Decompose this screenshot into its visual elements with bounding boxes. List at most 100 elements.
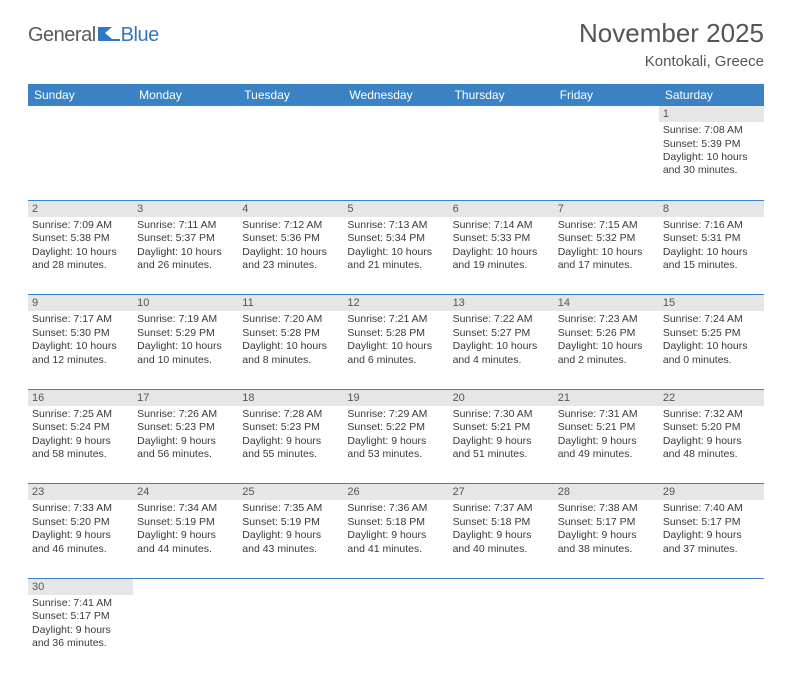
sunset-text: Sunset: 5:32 PM (558, 232, 655, 245)
sunset-text: Sunset: 5:17 PM (663, 516, 760, 529)
day-detail-cell: Sunrise: 7:32 AMSunset: 5:20 PMDaylight:… (659, 406, 764, 484)
sunrise-text: Sunrise: 7:33 AM (32, 502, 129, 515)
daylight-text: Daylight: 9 hours (453, 529, 550, 542)
sunset-text: Sunset: 5:19 PM (242, 516, 339, 529)
daylight-text: and 28 minutes. (32, 259, 129, 272)
daylight-text: Daylight: 10 hours (453, 246, 550, 259)
sunset-text: Sunset: 5:19 PM (137, 516, 234, 529)
day-number-cell (133, 106, 238, 122)
sunrise-text: Sunrise: 7:26 AM (137, 408, 234, 421)
sunset-text: Sunset: 5:28 PM (242, 327, 339, 340)
daylight-text: Daylight: 9 hours (347, 435, 444, 448)
daylight-text: Daylight: 10 hours (558, 340, 655, 353)
calendar-head: SundayMondayTuesdayWednesdayThursdayFrid… (28, 84, 764, 106)
day-number-cell: 1 (659, 106, 764, 122)
sunrise-text: Sunrise: 7:20 AM (242, 313, 339, 326)
daylight-text: and 49 minutes. (558, 448, 655, 461)
daylight-text: and 6 minutes. (347, 354, 444, 367)
day-number-cell: 5 (343, 200, 448, 217)
day-detail-cell: Sunrise: 7:37 AMSunset: 5:18 PMDaylight:… (449, 500, 554, 578)
day-detail-cell: Sunrise: 7:33 AMSunset: 5:20 PMDaylight:… (28, 500, 133, 578)
day-detail-cell: Sunrise: 7:41 AMSunset: 5:17 PMDaylight:… (28, 595, 133, 673)
sunset-text: Sunset: 5:26 PM (558, 327, 655, 340)
day-detail-cell (449, 122, 554, 200)
day-number-cell (659, 578, 764, 595)
sunrise-text: Sunrise: 7:25 AM (32, 408, 129, 421)
sunrise-text: Sunrise: 7:29 AM (347, 408, 444, 421)
day-number-cell: 20 (449, 389, 554, 406)
daylight-text: Daylight: 10 hours (663, 246, 760, 259)
sunrise-text: Sunrise: 7:30 AM (453, 408, 550, 421)
day-number-row: 9101112131415 (28, 295, 764, 312)
daylight-text: Daylight: 10 hours (242, 246, 339, 259)
sunset-text: Sunset: 5:25 PM (663, 327, 760, 340)
daylight-text: Daylight: 9 hours (32, 529, 129, 542)
sunrise-text: Sunrise: 7:37 AM (453, 502, 550, 515)
sunrise-text: Sunrise: 7:08 AM (663, 124, 760, 137)
sunrise-text: Sunrise: 7:21 AM (347, 313, 444, 326)
day-detail-row: Sunrise: 7:09 AMSunset: 5:38 PMDaylight:… (28, 217, 764, 295)
sunrise-text: Sunrise: 7:28 AM (242, 408, 339, 421)
sunset-text: Sunset: 5:36 PM (242, 232, 339, 245)
sunset-text: Sunset: 5:31 PM (663, 232, 760, 245)
day-number-cell: 30 (28, 578, 133, 595)
day-detail-cell: Sunrise: 7:26 AMSunset: 5:23 PMDaylight:… (133, 406, 238, 484)
sunset-text: Sunset: 5:20 PM (663, 421, 760, 434)
day-number-cell: 13 (449, 295, 554, 312)
day-detail-row: Sunrise: 7:25 AMSunset: 5:24 PMDaylight:… (28, 406, 764, 484)
sunset-text: Sunset: 5:18 PM (453, 516, 550, 529)
sunrise-text: Sunrise: 7:14 AM (453, 219, 550, 232)
daylight-text: Daylight: 9 hours (558, 435, 655, 448)
day-detail-cell: Sunrise: 7:38 AMSunset: 5:17 PMDaylight:… (554, 500, 659, 578)
daylight-text: and 46 minutes. (32, 543, 129, 556)
day-detail-cell: Sunrise: 7:36 AMSunset: 5:18 PMDaylight:… (343, 500, 448, 578)
day-number-cell: 28 (554, 484, 659, 501)
daylight-text: and 53 minutes. (347, 448, 444, 461)
day-detail-cell: Sunrise: 7:40 AMSunset: 5:17 PMDaylight:… (659, 500, 764, 578)
flag-icon (98, 25, 120, 46)
weekday-header: Sunday (28, 84, 133, 106)
daylight-text: Daylight: 10 hours (242, 340, 339, 353)
day-number-cell: 10 (133, 295, 238, 312)
day-number-cell (449, 578, 554, 595)
title-block: November 2025 Kontokali, Greece (579, 18, 764, 70)
day-detail-cell: Sunrise: 7:22 AMSunset: 5:27 PMDaylight:… (449, 311, 554, 389)
daylight-text: Daylight: 10 hours (663, 151, 760, 164)
daylight-text: Daylight: 10 hours (347, 246, 444, 259)
day-detail-cell (28, 122, 133, 200)
sunset-text: Sunset: 5:17 PM (32, 610, 129, 623)
location: Kontokali, Greece (579, 53, 764, 70)
sunset-text: Sunset: 5:18 PM (347, 516, 444, 529)
daylight-text: Daylight: 9 hours (558, 529, 655, 542)
daylight-text: Daylight: 10 hours (453, 340, 550, 353)
sunset-text: Sunset: 5:28 PM (347, 327, 444, 340)
daylight-text: Daylight: 10 hours (32, 246, 129, 259)
day-detail-row: Sunrise: 7:17 AMSunset: 5:30 PMDaylight:… (28, 311, 764, 389)
day-detail-row: Sunrise: 7:08 AMSunset: 5:39 PMDaylight:… (28, 122, 764, 200)
daylight-text: and 41 minutes. (347, 543, 444, 556)
daylight-text: and 30 minutes. (663, 164, 760, 177)
day-detail-cell: Sunrise: 7:19 AMSunset: 5:29 PMDaylight:… (133, 311, 238, 389)
day-number-cell: 4 (238, 200, 343, 217)
daylight-text: and 37 minutes. (663, 543, 760, 556)
daylight-text: Daylight: 10 hours (137, 246, 234, 259)
day-detail-cell: Sunrise: 7:11 AMSunset: 5:37 PMDaylight:… (133, 217, 238, 295)
day-number-cell (343, 578, 448, 595)
daylight-text: and 44 minutes. (137, 543, 234, 556)
day-detail-cell: Sunrise: 7:12 AMSunset: 5:36 PMDaylight:… (238, 217, 343, 295)
day-detail-cell (343, 595, 448, 673)
sunset-text: Sunset: 5:34 PM (347, 232, 444, 245)
day-number-cell: 7 (554, 200, 659, 217)
sunset-text: Sunset: 5:23 PM (242, 421, 339, 434)
day-number-cell: 12 (343, 295, 448, 312)
daylight-text: and 48 minutes. (663, 448, 760, 461)
daylight-text: and 40 minutes. (453, 543, 550, 556)
sunrise-text: Sunrise: 7:40 AM (663, 502, 760, 515)
daylight-text: Daylight: 9 hours (242, 435, 339, 448)
day-detail-cell (659, 595, 764, 673)
day-number-cell: 15 (659, 295, 764, 312)
day-number-cell: 27 (449, 484, 554, 501)
daylight-text: Daylight: 10 hours (32, 340, 129, 353)
day-detail-cell: Sunrise: 7:23 AMSunset: 5:26 PMDaylight:… (554, 311, 659, 389)
calendar-body: 1Sunrise: 7:08 AMSunset: 5:39 PMDaylight… (28, 106, 764, 673)
